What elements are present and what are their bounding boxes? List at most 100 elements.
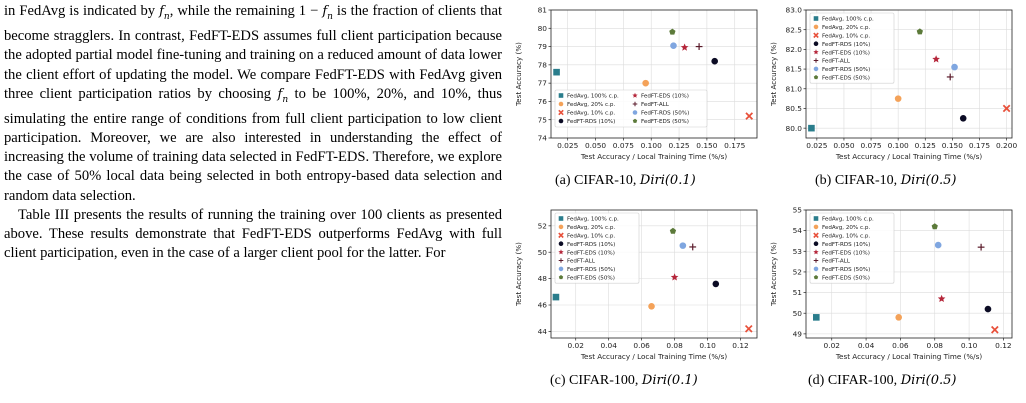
- y-tick-label: 81.0: [786, 84, 803, 93]
- data-point: [984, 305, 992, 313]
- data-point: [553, 68, 560, 76]
- legend-marker: [558, 258, 564, 263]
- data-point: [552, 293, 560, 301]
- legend-label: FedAvg, 100% c.p.: [822, 17, 874, 23]
- plot-frame: [550, 209, 758, 339]
- legend: FedAvg, 100% c.p. FedAvg, 20% c.p. FedAvg,…: [809, 212, 895, 284]
- x-tick-label: 0.125: [668, 141, 689, 150]
- legend-marker: [632, 110, 638, 115]
- legend-marker: [813, 16, 819, 21]
- legend-label: FedFT-ALL: [822, 259, 851, 265]
- body-text: in FedAvg is indicated by fn, while the …: [4, 2, 502, 263]
- legend-marker: [813, 58, 819, 63]
- scatter-chart: 0.025 0.050 0.075 0.100 0.125 0.150 0.175 0.200…: [769, 6, 1017, 161]
- caption-b: (b) CIFAR-10, Diri(0.5): [815, 173, 957, 188]
- y-tick-label: 75: [538, 115, 548, 124]
- data-point: [813, 314, 820, 321]
- y-tick-label: 82.0: [786, 45, 803, 54]
- math-symbol: f: [322, 4, 328, 19]
- text-run: Table III presents the results of runnin…: [4, 206, 502, 262]
- scatter-chart: 0.025 0.050 0.075 0.100 0.125 0.150 0.175 74 75 7…: [514, 6, 758, 161]
- math-subscript: n: [163, 11, 170, 22]
- legend-label: FedFT-RDS (10%): [822, 242, 870, 248]
- x-tick-label: 0.08: [927, 341, 944, 350]
- legend-label: FedFT-RDS (10%): [567, 119, 615, 125]
- x-axis-label: Test Accuracy / Local Training Time (%/s…: [835, 352, 982, 361]
- y-axis-label: Test Accuracy (%): [514, 42, 523, 107]
- plot-frame: [805, 9, 1013, 139]
- legend-label: FedFT-EDS (50%): [822, 76, 870, 82]
- data-point: [670, 273, 679, 281]
- y-tick-label: 53: [793, 247, 803, 256]
- math-symbol: f: [277, 86, 283, 102]
- data-point: [937, 294, 946, 303]
- legend-label: FedFT-RDS (10%): [567, 242, 615, 248]
- figure-c: 0.02 0.04 0.06 0.08 0.10 0.12 44 46 48 50 52 Test A…: [513, 202, 763, 370]
- legend-marker: [813, 24, 819, 30]
- data-point: [670, 42, 677, 49]
- x-tick-label: 0.050: [833, 141, 854, 150]
- y-tick-label: 80: [538, 24, 548, 33]
- caption-c: (c) CIFAR-100, Diri(0.1): [550, 373, 698, 388]
- legend-label: FedFT-RDS (50%): [641, 111, 689, 117]
- data-point: [931, 223, 938, 230]
- y-tick-label: 80.5: [786, 104, 803, 113]
- legend-label: FedAvg, 10% c.p.: [567, 234, 615, 240]
- legend-label: FedAvg, 100% c.p.: [567, 217, 619, 223]
- caption-a: (a) CIFAR-10, Diri(0.1): [555, 173, 696, 188]
- legend-label: FedFT-EDS (10%): [567, 250, 615, 256]
- data-point-stroke: [991, 325, 999, 334]
- legend-label: FedFT-EDS (50%): [822, 276, 870, 282]
- x-tick-label: 0.08: [666, 341, 683, 350]
- x-tick-label: 0.025: [806, 141, 827, 150]
- math-subscript: n: [282, 94, 289, 105]
- x-tick-label: 0.12: [995, 341, 1011, 350]
- data-point: [648, 303, 655, 310]
- legend-box: [809, 12, 895, 84]
- math-subscript: n: [327, 11, 333, 22]
- y-tick-label: 80.0: [786, 124, 803, 133]
- legend-marker: [558, 224, 564, 230]
- data-point: [916, 28, 923, 35]
- y-tick-label: 83.0: [786, 6, 803, 15]
- legend-marker: [632, 92, 638, 98]
- y-tick-label: 52: [538, 221, 547, 230]
- data-point-stroke: [745, 112, 754, 120]
- legend-label: FedFT-EDS (10%): [822, 50, 870, 56]
- figure-b: 0.025 0.050 0.075 0.100 0.125 0.150 0.175 0.200…: [768, 2, 1018, 170]
- legend-marker: [813, 49, 819, 55]
- data-point: [745, 112, 754, 120]
- legend-label: FedFT-EDS (10%): [822, 250, 870, 256]
- x-tick-label: 0.100: [888, 141, 909, 150]
- data-point: [895, 314, 902, 321]
- legend: FedAvg, 100% c.p. FedAvg, 20% c.p. FedAvg,…: [554, 89, 708, 128]
- y-tick-label: 46: [538, 301, 548, 310]
- y-tick-label: 44: [538, 327, 548, 336]
- caption-d: (d) CIFAR-100, Diri(0.5): [808, 373, 957, 388]
- data-point-stroke: [744, 324, 753, 333]
- legend-marker: [558, 101, 564, 107]
- legend-label: FedAvg, 20% c.p.: [567, 102, 615, 108]
- legend-box: [809, 212, 895, 284]
- data-point: [951, 63, 958, 71]
- legend-label: FedFT-EDS (10%): [641, 94, 689, 100]
- data-point: [977, 243, 985, 251]
- data-point: [695, 43, 703, 50]
- legend-marker: [813, 216, 819, 221]
- x-tick-label: 0.150: [942, 141, 963, 150]
- legend-label: FedFT-EDS (50%): [641, 119, 689, 125]
- legend-label: FedFT-RDS (50%): [822, 67, 870, 73]
- legend-label: FedFT-RDS (10%): [822, 42, 870, 48]
- legend-label: FedAvg, 10% c.p.: [822, 34, 870, 40]
- legend-marker: [558, 275, 564, 280]
- text-run: in FedAvg is indicated by: [4, 3, 160, 19]
- plot-frame: [550, 9, 758, 139]
- legend-marker: [813, 41, 819, 46]
- data-point-stroke: [1002, 104, 1011, 113]
- math-symbol: f: [159, 4, 164, 19]
- legend-marker: [813, 232, 819, 239]
- x-axis-label: Test Accuracy / Local Training Time (%/s…: [580, 352, 727, 361]
- y-tick-label: 51: [793, 288, 803, 297]
- y-tick-label: 52: [793, 268, 802, 277]
- legend-marker: [632, 101, 638, 107]
